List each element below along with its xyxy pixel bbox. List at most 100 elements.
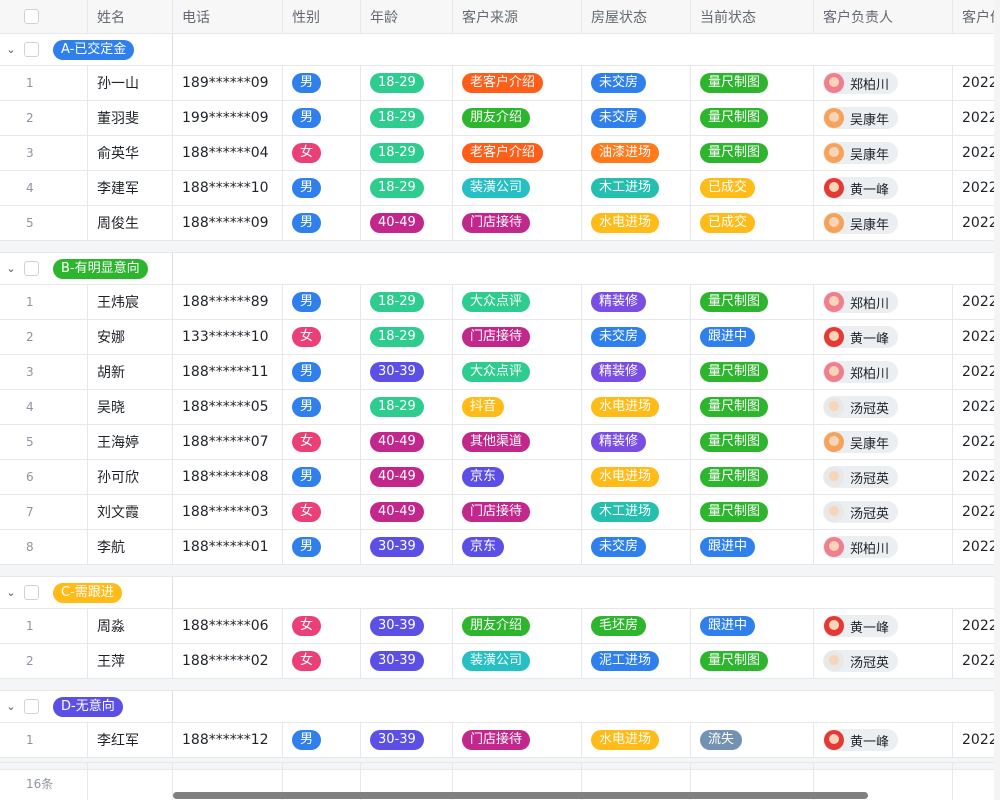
date-cell[interactable]: 2022 (953, 530, 1000, 564)
source-cell[interactable]: 京东 (453, 460, 582, 494)
gender-cell[interactable]: 男 (283, 723, 361, 757)
group-header[interactable]: ⌄ B-有明显意向 (0, 253, 1000, 285)
source-cell[interactable]: 装潢公司 (453, 171, 582, 205)
column-header[interactable]: 性别 (283, 0, 361, 33)
owner-chip[interactable]: 郑柏川 (823, 361, 899, 383)
row-number-cell[interactable]: 4 (0, 390, 88, 424)
date-cell[interactable]: 2022 (953, 66, 1000, 100)
row-number-cell[interactable]: 1 (0, 609, 88, 643)
table-row[interactable]: 5 王海婷 188******07 女 40-49 其他渠道 精装修 量尺制图 吴康年 2022 (0, 425, 1000, 460)
owner-chip[interactable]: 黄一峰 (823, 615, 899, 637)
house-status-cell[interactable]: 未交房 (582, 101, 691, 135)
age-cell[interactable]: 18-29 (361, 136, 453, 170)
source-cell[interactable]: 门店接待 (453, 723, 582, 757)
date-cell[interactable]: 2022 (953, 171, 1000, 205)
date-cell[interactable]: 2022 (953, 101, 1000, 135)
owner-cell[interactable]: 郑柏川 (814, 285, 953, 319)
date-cell[interactable]: 2022 (953, 723, 1000, 757)
row-number-cell[interactable]: 1 (0, 723, 88, 757)
gender-cell[interactable]: 男 (283, 355, 361, 389)
age-cell[interactable]: 30-39 (361, 723, 453, 757)
table-row[interactable]: 3 胡新 188******11 男 30-39 大众点评 精装修 量尺制图 郑柏川 2022 (0, 355, 1000, 390)
source-cell[interactable]: 朋友介绍 (453, 101, 582, 135)
gender-cell[interactable]: 男 (283, 390, 361, 424)
phone-cell[interactable]: 199******09 (173, 101, 283, 135)
phone-cell[interactable]: 188******05 (173, 390, 283, 424)
age-cell[interactable]: 18-29 (361, 66, 453, 100)
row-number-cell[interactable]: 2 (0, 320, 88, 354)
chevron-down-icon[interactable]: ⌄ (6, 700, 16, 713)
table-row[interactable]: 2 安娜 133******10 女 18-29 门店接待 未交房 跟进中 黄一峰 2022 (0, 320, 1000, 355)
age-cell[interactable]: 18-29 (361, 320, 453, 354)
age-cell[interactable]: 30-39 (361, 355, 453, 389)
owner-chip[interactable]: 吴康年 (823, 431, 899, 453)
row-number-cell[interactable]: 8 (0, 530, 88, 564)
owner-cell[interactable]: 黄一峰 (814, 609, 953, 643)
phone-cell[interactable]: 189******09 (173, 66, 283, 100)
source-cell[interactable]: 门店接待 (453, 206, 582, 240)
owner-cell[interactable]: 汤冠英 (814, 390, 953, 424)
current-status-cell[interactable]: 量尺制图 (691, 390, 814, 424)
house-status-cell[interactable]: 精装修 (582, 425, 691, 459)
current-status-cell[interactable]: 量尺制图 (691, 66, 814, 100)
gender-cell[interactable]: 男 (283, 171, 361, 205)
column-header[interactable]: 客户价 (962, 9, 1000, 26)
table-row[interactable]: 1 王炜宸 188******89 男 18-29 大众点评 精装修 量尺制图 郑柏川 2022 (0, 285, 1000, 320)
column-header[interactable]: 电话 (173, 0, 283, 33)
owner-cell[interactable]: 吴康年 (814, 101, 953, 135)
owner-chip[interactable]: 吴康年 (823, 107, 899, 129)
date-cell[interactable]: 2022 (953, 206, 1000, 240)
source-cell[interactable]: 门店接待 (453, 320, 582, 354)
phone-cell[interactable]: 188******10 (173, 171, 283, 205)
age-cell[interactable]: 18-29 (361, 171, 453, 205)
gender-cell[interactable]: 男 (283, 66, 361, 100)
current-status-cell[interactable]: 量尺制图 (691, 285, 814, 319)
table-row[interactable]: 1 孙一山 189******09 男 18-29 老客户介绍 未交房 量尺制图 郑柏川 2022 (0, 66, 1000, 101)
table-row[interactable]: 1 周淼 188******06 女 30-39 朋友介绍 毛坯房 跟进中 黄一峰 2022 (0, 609, 1000, 644)
column-header[interactable]: 客户负责人 (814, 0, 953, 33)
gender-cell[interactable]: 女 (283, 609, 361, 643)
house-status-cell[interactable]: 水电进场 (582, 206, 691, 240)
date-cell[interactable]: 2022 (953, 390, 1000, 424)
table-row[interactable]: 2 王萍 188******02 女 30-39 装潢公司 泥工进场 量尺制图 汤冠英 2022 (0, 644, 1000, 679)
owner-cell[interactable]: 吴康年 (814, 206, 953, 240)
name-cell[interactable]: 王海婷 (88, 425, 173, 459)
owner-chip[interactable]: 汤冠英 (823, 466, 899, 488)
row-number-cell[interactable]: 6 (0, 460, 88, 494)
name-cell[interactable]: 吴晓 (88, 390, 173, 424)
owner-chip[interactable]: 郑柏川 (823, 536, 899, 558)
name-cell[interactable]: 周淼 (88, 609, 173, 643)
owner-cell[interactable]: 郑柏川 (814, 355, 953, 389)
phone-cell[interactable]: 188******09 (173, 206, 283, 240)
phone-cell[interactable]: 188******89 (173, 285, 283, 319)
row-number-cell[interactable]: 2 (0, 644, 88, 678)
row-number-cell[interactable]: 2 (0, 101, 88, 135)
source-cell[interactable]: 大众点评 (453, 285, 582, 319)
table-row[interactable]: 5 周俊生 188******09 男 40-49 门店接待 水电进场 已成交 吴康年 2022 (0, 206, 1000, 241)
table-row[interactable]: 8 李航 188******01 男 30-39 京东 未交房 跟进中 郑柏川 2022 (0, 530, 1000, 565)
phone-cell[interactable]: 188******12 (173, 723, 283, 757)
owner-chip[interactable]: 黄一峰 (823, 326, 899, 348)
phone-cell[interactable]: 188******07 (173, 425, 283, 459)
date-cell[interactable]: 2022 (953, 285, 1000, 319)
column-header[interactable]: 客户来源 (453, 0, 582, 33)
vertical-scrollbar[interactable] (994, 0, 1000, 800)
name-cell[interactable]: 安娜 (88, 320, 173, 354)
group-checkbox[interactable] (24, 585, 39, 600)
chevron-down-icon[interactable]: ⌄ (6, 262, 16, 275)
name-cell[interactable]: 董羽斐 (88, 101, 173, 135)
name-cell[interactable]: 李红军 (88, 723, 173, 757)
chevron-down-icon[interactable]: ⌄ (6, 586, 16, 599)
house-status-cell[interactable]: 泥工进场 (582, 644, 691, 678)
house-status-cell[interactable]: 毛坯房 (582, 609, 691, 643)
name-cell[interactable]: 李建军 (88, 171, 173, 205)
current-status-cell[interactable]: 量尺制图 (691, 495, 814, 529)
group-header[interactable]: ⌄ C-需跟进 (0, 577, 1000, 609)
date-cell[interactable]: 2022 (953, 609, 1000, 643)
house-status-cell[interactable]: 未交房 (582, 530, 691, 564)
owner-cell[interactable]: 汤冠英 (814, 644, 953, 678)
table-row[interactable]: 2 董羽斐 199******09 男 18-29 朋友介绍 未交房 量尺制图 吴康年 2022 (0, 101, 1000, 136)
source-cell[interactable]: 老客户介绍 (453, 66, 582, 100)
gender-cell[interactable]: 女 (283, 425, 361, 459)
owner-chip[interactable]: 吴康年 (823, 212, 899, 234)
